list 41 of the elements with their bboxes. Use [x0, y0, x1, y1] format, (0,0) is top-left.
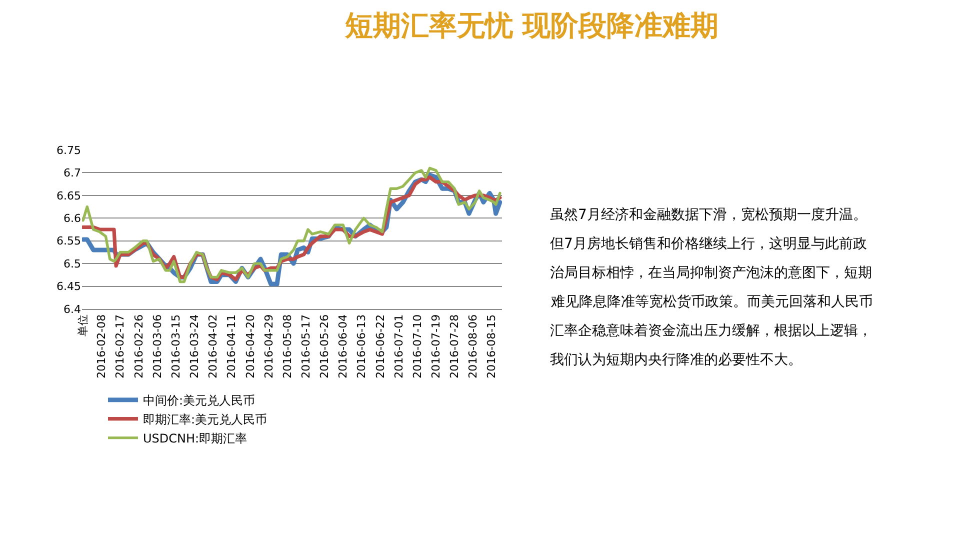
x-tick-label: 2016-02-26: [132, 314, 146, 378]
x-tick-label: 2016-03-24: [188, 314, 202, 378]
y-tick-label: 6.55: [56, 234, 81, 248]
y-tick-label: 6.45: [56, 280, 81, 294]
x-tick-label: 2016-03-06: [150, 314, 164, 378]
x-tick-label: 2016-08-06: [466, 314, 480, 378]
x-tick-label: 单位: [76, 314, 90, 336]
x-tick-label: 2016-06-04: [336, 314, 350, 378]
text: 但7月房地长销售和价格继续上行，这明显与此前政: [550, 236, 867, 252]
x-tick-label: 2016-02-08: [95, 314, 108, 378]
x-tick-label: 2016-07-19: [430, 314, 443, 378]
x-tick-label: 2016-05-17: [300, 314, 313, 378]
text: 难见降息降准等宽松货币政策。而美元回落和人民币: [550, 294, 873, 310]
y-tick-label: 6.6: [64, 212, 81, 225]
y-tick-label: 6.4: [64, 302, 81, 316]
y-tick-label: 6.5: [64, 257, 81, 270]
text: 汇率企稳意味着资金流出压力缓解，根据以上逻辑，: [550, 323, 872, 339]
y-tick-label: 6.75: [56, 144, 81, 157]
text: 治局目标相悖，在当局抑制资产泡沫的意图下，短期: [550, 265, 872, 281]
x-tick-label: 2016-07-28: [448, 314, 462, 378]
x-tick-label: 2016-06-22: [374, 314, 387, 378]
x-tick-label: 2016-08-15: [485, 314, 498, 378]
x-tick-label: 2016-04-20: [244, 314, 257, 378]
text: 我们认为短期内央行降准的必要性不大。: [550, 352, 802, 368]
x-tick-label: 2016-04-29: [262, 314, 276, 378]
x-tick-label: 2016-02-17: [114, 314, 127, 378]
legend-label: 即期汇率:美元兑人民币: [143, 412, 268, 426]
x-tick-label: 2016-04-02: [206, 314, 220, 378]
y-tick-label: 6.7: [64, 166, 81, 180]
legend-label: USDCNH:即期汇率: [143, 432, 248, 446]
x-tick-label: 2016-04-11: [225, 314, 238, 378]
x-tick-label: 2016-07-01: [392, 314, 406, 378]
x-tick-label: 2016-05-26: [318, 314, 332, 378]
x-tick-label: 2016-07-10: [410, 314, 424, 378]
text: 虽然7月经济和金融数据下滑，宽松预期一度升温。: [550, 207, 867, 223]
x-tick-label: 2016-06-13: [355, 314, 368, 378]
x-tick-label: 2016-03-15: [169, 314, 182, 378]
x-tick-label: 2016-05-08: [280, 314, 294, 378]
y-tick-label: 6.65: [56, 189, 81, 202]
legend-label: 中间价:美元兑人民币: [143, 394, 256, 408]
chart-title: 短期汇率无忧 现阶段降准难期: [344, 9, 719, 42]
